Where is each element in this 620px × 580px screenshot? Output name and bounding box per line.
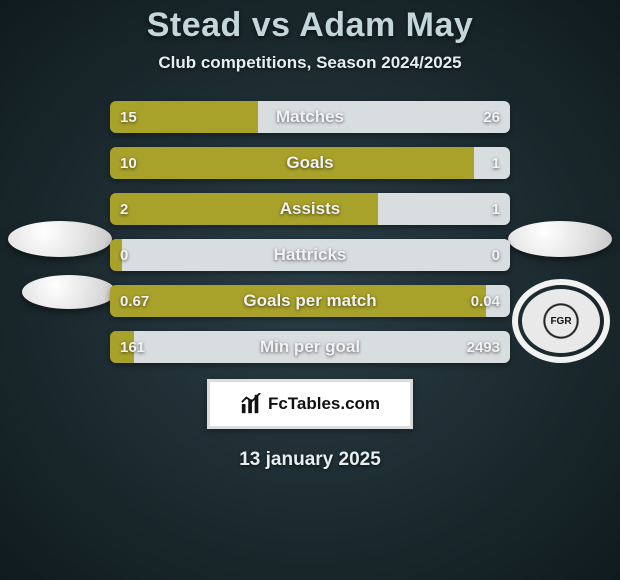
player2-avatar-placeholder	[508, 221, 612, 257]
player1-secondary-placeholder	[22, 275, 116, 309]
brand-text: FcTables.com	[268, 394, 380, 414]
page-title: Stead vs Adam May	[147, 6, 474, 45]
stat-bar: Hattricks00	[110, 239, 510, 271]
stat-bar: Goals101	[110, 147, 510, 179]
stat-bar-left-segment	[110, 285, 486, 317]
stat-bar-right-segment	[122, 239, 510, 271]
stat-bar-left-segment	[110, 239, 122, 271]
stat-bar: Assists21	[110, 193, 510, 225]
player1-avatar-placeholder	[8, 221, 112, 257]
stat-bar-left-segment	[110, 193, 378, 225]
stat-bar: Goals per match0.670.04	[110, 285, 510, 317]
stat-bar: Matches1526	[110, 101, 510, 133]
stat-bar-right-segment	[378, 193, 510, 225]
crest-text: FGR	[522, 289, 600, 353]
stat-bar: Min per goal1612493	[110, 331, 510, 363]
comparison-bars: FGR Matches1526 Goals101 Assists21 Hattrick…	[0, 101, 620, 363]
player2-club-crest: FGR	[512, 279, 610, 363]
subtitle: Club competitions, Season 2024/2025	[158, 53, 461, 73]
brand-badge: FcTables.com	[207, 379, 413, 429]
stat-bar-right-segment	[258, 101, 510, 133]
comparison-card: Stead vs Adam May Club competitions, Sea…	[0, 0, 620, 471]
date-text: 13 january 2025	[239, 449, 381, 471]
chart-icon	[240, 393, 262, 415]
stat-bar-right-segment	[486, 285, 510, 317]
stat-bar-left-segment	[110, 147, 474, 179]
stat-bar-left-segment	[110, 101, 258, 133]
stat-bar-right-segment	[134, 331, 510, 363]
stat-bar-left-segment	[110, 331, 134, 363]
stat-bar-right-segment	[474, 147, 510, 179]
